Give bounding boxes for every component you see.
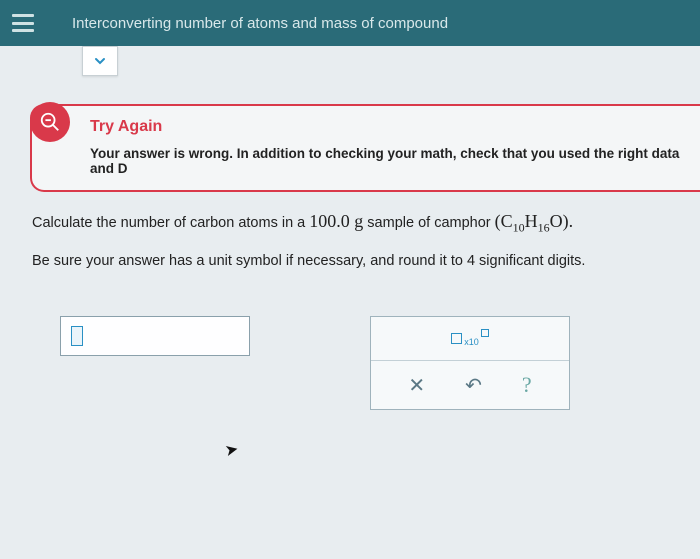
x10-label: x10 — [464, 337, 479, 347]
exponent-box-icon — [481, 329, 489, 337]
magnifier-minus-icon — [39, 111, 61, 133]
q-mass: 100.0 g — [309, 211, 363, 231]
chevron-down-icon — [92, 53, 108, 69]
placeholder-box-icon — [451, 333, 462, 344]
help-button[interactable]: ? — [522, 372, 532, 398]
q-line2: Be sure your answer has a unit symbol if… — [32, 251, 690, 273]
cursor-icon: ➤ — [223, 439, 240, 461]
menu-icon[interactable] — [12, 14, 34, 32]
chemical-formula: (C10H16O). — [495, 211, 574, 231]
page-title: Interconverting number of atoms and mass… — [72, 15, 448, 32]
q-pre: Calculate the number of carbon atoms in … — [32, 215, 309, 231]
feedback-message: Your answer is wrong. In addition to che… — [90, 146, 680, 176]
toolbox: x10 ✕ ↶ ? — [370, 316, 570, 410]
feedback-badge — [30, 102, 70, 142]
scientific-notation-button[interactable]: x10 — [447, 329, 493, 348]
q-mid: sample of camphor — [367, 215, 494, 231]
expand-toggle[interactable] — [82, 46, 118, 76]
question-text: Calculate the number of carbon atoms in … — [32, 208, 690, 272]
reset-button[interactable]: ↶ — [465, 373, 482, 398]
feedback-heading: Try Again — [90, 118, 680, 136]
answer-area: x10 ✕ ↶ ? — [60, 316, 570, 410]
input-cursor — [71, 326, 83, 346]
header-bar: Interconverting number of atoms and mass… — [0, 0, 700, 46]
answer-input[interactable] — [60, 316, 250, 356]
feedback-panel: Try Again Your answer is wrong. In addit… — [30, 104, 700, 192]
clear-button[interactable]: ✕ — [408, 373, 425, 398]
